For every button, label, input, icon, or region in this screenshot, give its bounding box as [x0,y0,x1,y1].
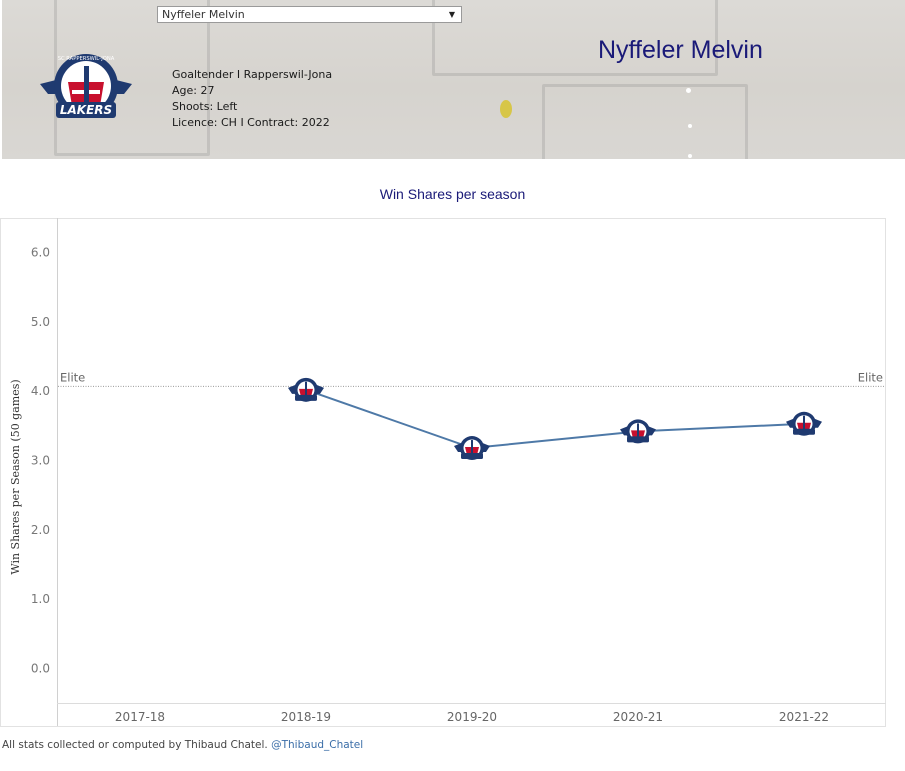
background-detail [686,88,691,93]
series-line [305,388,805,450]
marker-mast [305,381,307,396]
y-tick-label: 6.0 [31,246,50,260]
background-field [432,0,718,76]
background-detail [688,154,692,158]
x-tick-label: 2017-18 [115,710,165,724]
chart-title: Win Shares per season [379,186,526,202]
marker-mast [803,415,805,430]
team-logo-marker [288,377,324,402]
player-position-team: Goaltender I Rapperswil-Jona [172,68,333,81]
chevron-down-icon[interactable]: ▼ [448,10,455,19]
y-tick-label: 1.0 [31,592,50,606]
y-tick-label: 0.0 [31,661,50,675]
footer-credit: All stats collected or computed by Thiba… [2,739,363,751]
footer-credit-text: All stats collected or computed by Thiba… [2,739,268,751]
marker-banner [461,453,483,460]
x-tick-label: 2020-21 [613,710,663,724]
logo-text: LAKERS [60,103,112,117]
team-logo-marker [620,419,656,444]
y-tick-label: 4.0 [31,384,50,398]
x-tick-label: 2019-20 [447,710,497,724]
player-age: Age: 27 [172,84,215,97]
team-logo-marker [454,436,490,461]
header-banner [2,0,905,159]
elite-label-right: Elite [858,370,883,384]
player-shoots: Shoots: Left [172,100,238,113]
background-detail [688,124,692,128]
marker-mast [471,440,473,455]
marker-mast [637,423,639,438]
player-name-heading: Nyffeler Melvin [598,36,763,64]
background-field [542,84,748,159]
logo-arc-text: SC RAPPERSWIL-JONA [58,56,115,62]
y-tick-label: 3.0 [31,454,50,468]
marker-banner [627,436,649,443]
y-tick-label: 2.0 [31,523,50,537]
elite-label-left: Elite [60,370,85,384]
player-dropdown-value: Nyffeler Melvin [162,8,245,21]
author-handle-link[interactable]: @Thibaud_Chatel [271,739,364,751]
y-tick-label: 5.0 [31,315,50,329]
marker-banner [295,394,317,401]
marker-banner [793,428,815,435]
player-licence: Licence: CH I Contract: 2022 [172,116,330,129]
chart-frame [0,218,886,727]
win-shares-chart: Win Shares per Season (50 games) 0.0 1.0 2… [0,218,886,727]
player-dropdown[interactable]: Nyffeler Melvin ▼ [157,6,462,23]
y-axis-label: Win Shares per Season (50 games) [9,379,22,574]
x-tick-label: 2021-22 [779,710,829,724]
x-tick-label: 2018-19 [281,710,331,724]
team-logo-marker [786,411,822,436]
background-detail [500,100,512,118]
team-logo: LAKERS SC RAPPERSWIL-JONA [40,54,132,118]
player-info: Goaltender I Rapperswil-Jona Age: 27 Sho… [172,67,332,131]
